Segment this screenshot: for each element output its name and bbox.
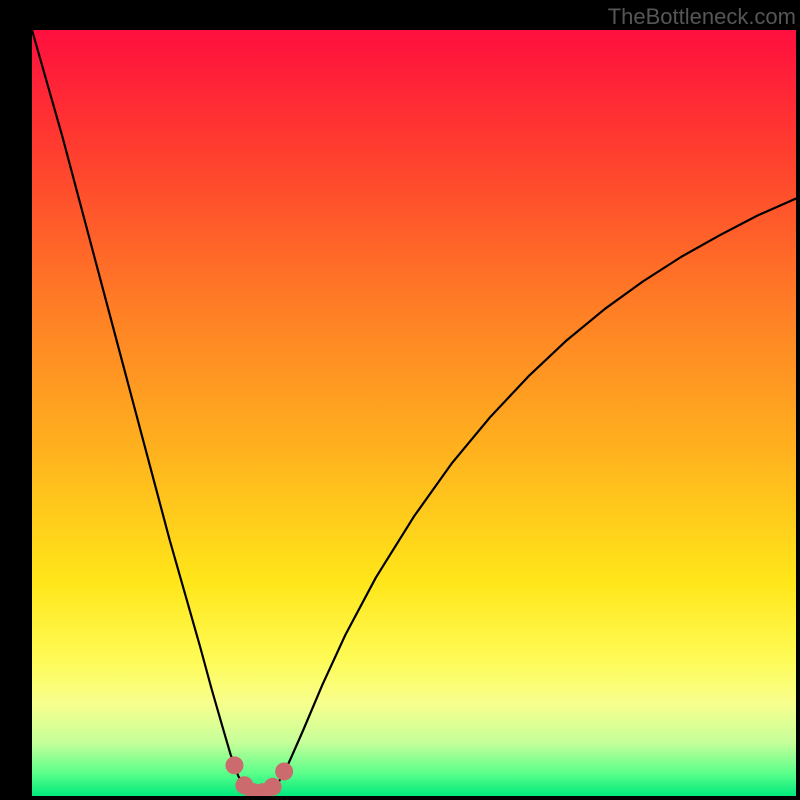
plot-area — [32, 30, 796, 796]
curve-marker — [264, 778, 282, 796]
watermark-text: TheBottleneck.com — [608, 4, 796, 30]
plot-background — [32, 30, 796, 796]
plot-svg — [32, 30, 796, 796]
chart-frame: TheBottleneck.com — [0, 0, 800, 800]
curve-marker — [275, 762, 293, 780]
curve-marker — [225, 756, 243, 774]
